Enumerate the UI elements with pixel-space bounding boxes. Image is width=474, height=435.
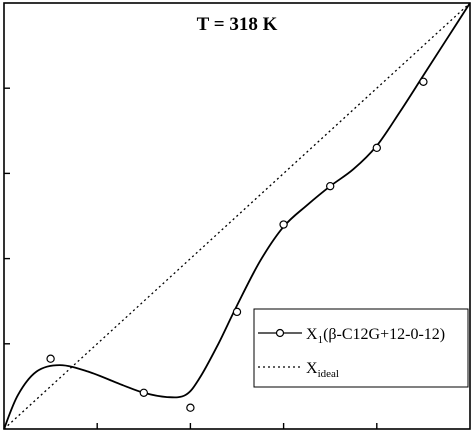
- data-markers: [46, 77, 428, 412]
- legend-ideal-main: X: [306, 360, 318, 377]
- ideal-line: [3, 2, 471, 430]
- data-point-0: [46, 354, 55, 363]
- legend-x1-main: X: [306, 326, 318, 343]
- legend: X1(β-C12G+12-0-12) Xideal: [253, 308, 469, 388]
- data-point-4: [279, 220, 288, 229]
- legend-box: [253, 308, 469, 388]
- legend-label-x1: X1(β-C12G+12-0-12): [306, 326, 445, 346]
- legend-ideal-sub: ideal: [318, 368, 339, 380]
- plot-frame: [3, 2, 471, 430]
- data-point-3: [232, 307, 242, 317]
- data-point-5: [326, 181, 335, 191]
- chart-title: T = 318 K: [197, 14, 278, 35]
- data-point-1: [139, 388, 148, 397]
- axis-ticks: [4, 87, 378, 429]
- data-point-7: [419, 77, 428, 87]
- data-point-2: [186, 403, 195, 412]
- legend-label-ideal: Xideal: [306, 360, 339, 380]
- legend-marker: [275, 328, 285, 338]
- data-point-6: [372, 143, 381, 153]
- fit-curve: [3, 2, 471, 430]
- legend-x1-sub: 1: [318, 334, 324, 346]
- legend-x1-rest: (β-C12G+12-0-12): [323, 326, 445, 343]
